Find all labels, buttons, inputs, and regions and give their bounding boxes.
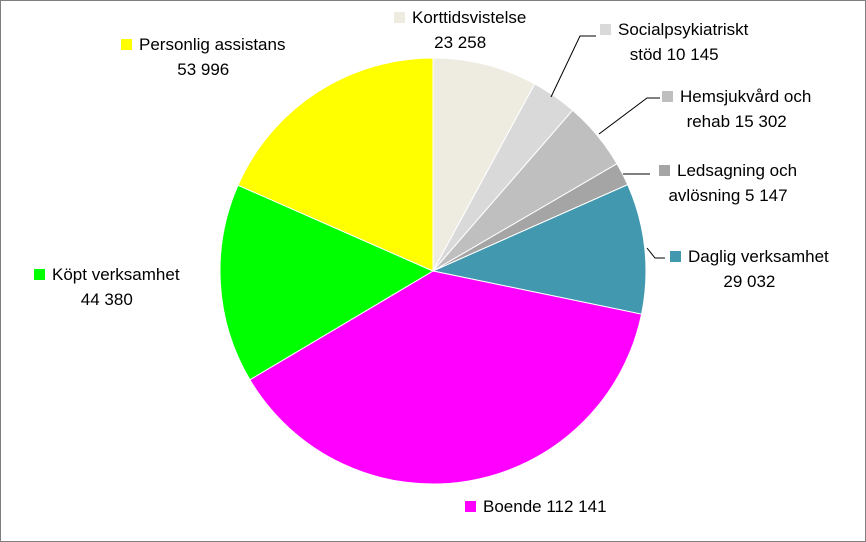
label-ledsagning: Ledsagning och avlösning 5 147 [659, 158, 797, 208]
legend-swatch-korttidsvistelse [394, 12, 405, 23]
legend-swatch-boende [465, 501, 476, 512]
label-text: Daglig verksamhet [688, 247, 829, 266]
label-value: avlösning 5 147 [668, 186, 788, 205]
leader-line-hemsjukvard [598, 97, 660, 135]
label-text: Boende 112 141 [483, 497, 607, 516]
label-text: Köpt verksamhet [52, 265, 180, 284]
label-korttidsvistelse: Korttidsvistelse 23 258 [394, 5, 526, 55]
pie-slice-köpt-verksamhet [219, 184, 435, 381]
label-text: Korttidsvistelse [412, 8, 527, 27]
legend-swatch-kopt-verksamhet [34, 269, 45, 280]
label-text: Personlig assistans [139, 35, 286, 54]
pie-slice-personlig-assistans [237, 57, 434, 272]
label-value: stöd 10 145 [629, 45, 719, 64]
pie-slices [219, 57, 647, 485]
legend-swatch-personlig-assistans [121, 39, 132, 50]
label-value: 23 258 [434, 33, 487, 52]
label-text: Socialpsykiatriskt [618, 20, 749, 39]
pie-slice-korttidsvistelse [432, 57, 536, 272]
label-daglig-verksamhet: Daglig verksamhet 29 032 [670, 244, 829, 294]
legend-swatch-hemsjukvard [662, 91, 673, 102]
pie-slice-boende [249, 270, 643, 485]
legend-swatch-socialpsykiatriskt [600, 24, 611, 35]
legend-swatch-daglig-verksamhet [670, 251, 681, 262]
legend-swatch-ledsagning [659, 165, 670, 176]
leader-lines [550, 35, 665, 259]
label-value: 53 996 [177, 60, 230, 79]
leader-line-daglig [646, 247, 665, 259]
label-socialpsykiatriskt: Socialpsykiatriskt stöd 10 145 [600, 17, 748, 67]
leader-line-socialpsykiatriskt [550, 35, 596, 98]
label-value: 29 032 [723, 272, 776, 291]
label-hemsjukvard: Hemsjukvård och rehab 15 302 [662, 84, 811, 134]
label-value: rehab 15 302 [686, 112, 787, 131]
label-boende: Boende 112 141 [465, 494, 607, 519]
label-text: Ledsagning och [677, 161, 798, 180]
label-value: 44 380 [80, 290, 133, 309]
label-kopt-verksamhet: Köpt verksamhet 44 380 [34, 262, 180, 312]
label-personlig-assistans: Personlig assistans 53 996 [121, 32, 285, 82]
label-text: Hemsjukvård och [680, 87, 812, 106]
